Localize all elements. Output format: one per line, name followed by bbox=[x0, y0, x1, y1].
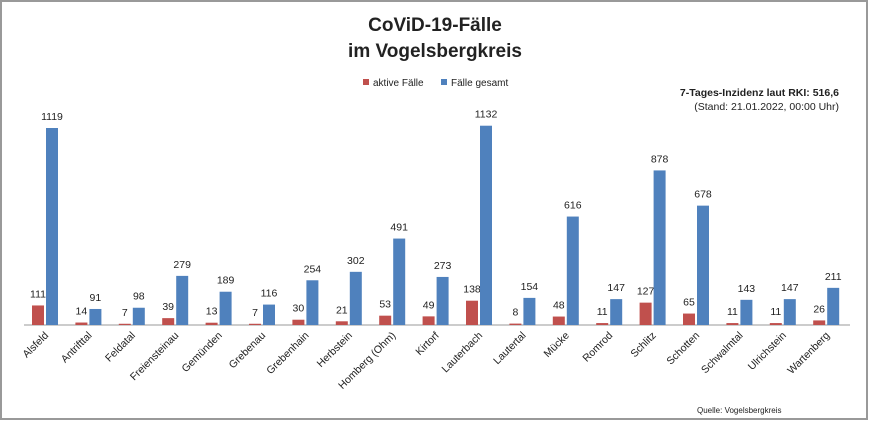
data-label-aktive: 30 bbox=[293, 303, 305, 315]
bar-gesamt bbox=[89, 308, 102, 325]
data-label-gesamt: 91 bbox=[90, 292, 102, 304]
data-label-aktive: 111 bbox=[30, 288, 46, 300]
bar-gesamt bbox=[827, 287, 840, 325]
data-label-aktive: 65 bbox=[683, 297, 695, 309]
bar-aktive bbox=[162, 318, 175, 325]
data-label-aktive: 53 bbox=[379, 299, 391, 311]
data-label-aktive: 13 bbox=[206, 306, 218, 318]
data-label-gesamt: 98 bbox=[133, 291, 145, 303]
data-label-gesamt: 154 bbox=[521, 281, 539, 293]
data-label-aktive: 7 bbox=[252, 307, 258, 319]
incidence-annotation: 7-Tages-Inzidenz laut RKI: 516,6 bbox=[680, 87, 839, 99]
data-label-gesamt: 616 bbox=[564, 200, 582, 212]
data-label-gesamt: 116 bbox=[261, 288, 278, 300]
bar-gesamt bbox=[349, 271, 362, 325]
bar-aktive bbox=[552, 316, 565, 325]
data-label-aktive: 48 bbox=[553, 300, 565, 312]
bar-aktive bbox=[118, 323, 131, 325]
bar-aktive bbox=[32, 305, 44, 325]
chart-title-line1: CoViD-19-Fälle bbox=[368, 15, 502, 36]
bar-gesamt bbox=[176, 275, 189, 325]
data-label-gesamt: 302 bbox=[347, 255, 365, 267]
bar-gesamt bbox=[740, 299, 753, 325]
bar-gesamt bbox=[523, 297, 536, 325]
data-label-gesamt: 254 bbox=[304, 263, 322, 275]
bar-gesamt bbox=[306, 280, 319, 325]
data-label-gesamt: 1119 bbox=[41, 111, 63, 123]
bar-aktive bbox=[379, 315, 392, 325]
legend-swatch-aktive bbox=[363, 79, 369, 85]
incidence-date: (Stand: 21.01.2022, 00:00 Uhr) bbox=[694, 101, 839, 113]
bar-aktive bbox=[639, 302, 652, 325]
bar-gesamt bbox=[697, 205, 709, 325]
data-label-gesamt: 1132 bbox=[475, 109, 498, 121]
chart-title-line2: im Vogelsbergkreis bbox=[348, 41, 522, 62]
data-label-gesamt: 189 bbox=[217, 275, 235, 287]
data-label-gesamt: 491 bbox=[390, 222, 408, 234]
bar-aktive bbox=[683, 313, 695, 325]
bar-gesamt bbox=[783, 299, 796, 325]
data-label-aktive: 49 bbox=[423, 299, 435, 311]
data-label-gesamt: 678 bbox=[694, 189, 712, 201]
bar-gesamt bbox=[610, 299, 623, 325]
data-label-gesamt: 878 bbox=[651, 153, 669, 165]
bar-gesamt bbox=[132, 307, 145, 325]
bar-gesamt bbox=[653, 170, 666, 325]
bar-aktive bbox=[205, 322, 218, 325]
legend-label-aktive: aktive Fälle bbox=[373, 78, 424, 89]
bar-gesamt bbox=[219, 291, 232, 325]
data-label-aktive: 138 bbox=[463, 284, 481, 296]
data-label-aktive: 26 bbox=[813, 303, 825, 315]
data-label-gesamt: 147 bbox=[607, 282, 625, 294]
data-label-gesamt: 147 bbox=[781, 282, 799, 294]
bar-aktive bbox=[335, 321, 348, 325]
data-label-gesamt: 211 bbox=[825, 271, 842, 283]
source-note: Quelle: Vogelsbergkreis bbox=[697, 406, 782, 415]
data-label-gesamt: 143 bbox=[738, 283, 756, 295]
bar-gesamt bbox=[46, 128, 58, 325]
bar-aktive bbox=[769, 323, 782, 325]
bar-aktive bbox=[813, 320, 826, 325]
legend-swatch-gesamt bbox=[441, 79, 447, 85]
bar-aktive bbox=[422, 316, 435, 325]
bar-gesamt bbox=[480, 125, 492, 325]
bar-aktive bbox=[509, 323, 522, 325]
legend-label-gesamt: Fälle gesamt bbox=[451, 78, 508, 89]
bar-gesamt bbox=[436, 276, 449, 325]
bar-aktive bbox=[75, 322, 88, 325]
data-label-aktive: 8 bbox=[512, 307, 518, 319]
bar-gesamt bbox=[393, 238, 406, 325]
data-label-aktive: 11 bbox=[597, 306, 608, 318]
data-label-gesamt: 279 bbox=[173, 259, 191, 271]
data-label-aktive: 7 bbox=[122, 307, 128, 319]
bar-aktive bbox=[249, 323, 261, 325]
data-label-aktive: 21 bbox=[336, 304, 348, 316]
bar-aktive bbox=[726, 323, 739, 325]
bar-aktive bbox=[292, 319, 305, 325]
bar-aktive bbox=[596, 323, 609, 325]
data-label-gesamt: 273 bbox=[434, 260, 452, 272]
bar-aktive bbox=[466, 300, 478, 325]
data-label-aktive: 11 bbox=[727, 306, 738, 318]
data-label-aktive: 39 bbox=[162, 301, 174, 313]
data-label-aktive: 14 bbox=[76, 306, 88, 318]
data-label-aktive: 11 bbox=[770, 306, 781, 318]
bar-gesamt bbox=[263, 304, 275, 325]
data-label-aktive: 127 bbox=[637, 286, 655, 298]
bar-gesamt bbox=[566, 216, 579, 325]
